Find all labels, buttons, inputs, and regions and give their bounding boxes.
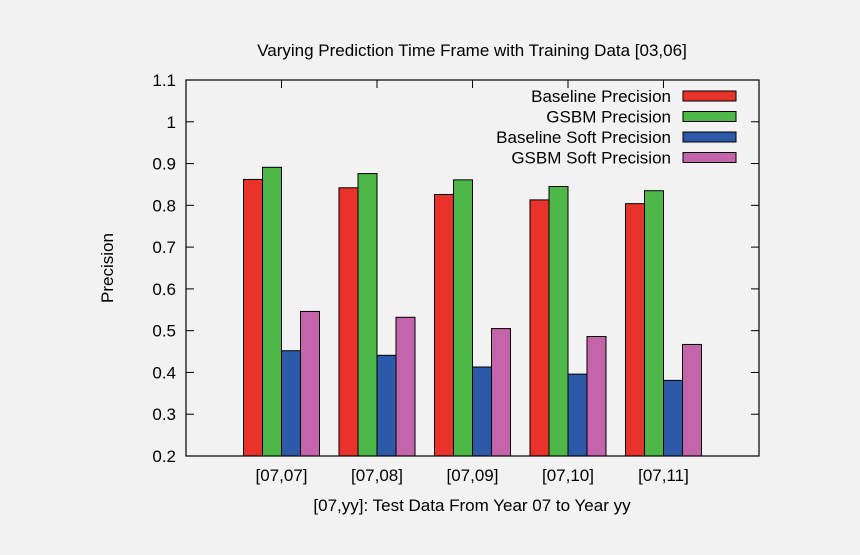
axis-ticks: 0.2 0.3 0.4 0.5 0.6 0.7 0.8 0.9 1 1.1 [07,07] [07,0… <box>152 71 759 485</box>
bar <box>300 310 320 457</box>
y-tick-label: 0.2 <box>152 447 176 466</box>
y-tick-label: 0.9 <box>152 155 176 174</box>
bar <box>395 316 416 457</box>
x-tick-label: [07,07] <box>256 466 308 485</box>
legend: Baseline Precision GSBM PrecisionBaseline… <box>496 87 737 168</box>
y-tick-label: 0.3 <box>152 405 176 424</box>
bar <box>338 187 359 457</box>
bar <box>453 179 473 457</box>
bar <box>529 199 550 457</box>
y-tick-label: 0.5 <box>152 322 176 341</box>
bar <box>376 354 397 457</box>
legend-label: Baseline Soft Precision <box>496 128 671 147</box>
y-tick-label: 1.1 <box>152 71 176 90</box>
bars <box>243 166 702 457</box>
x-axis-label: [07,yy]: Test Data From Year 07 to Year … <box>313 496 631 515</box>
bar <box>357 173 378 457</box>
bar <box>262 166 282 457</box>
bar <box>472 366 492 457</box>
bar <box>663 379 683 457</box>
bar <box>586 336 607 457</box>
legend-swatch <box>682 152 737 163</box>
x-tick-label: [07,08] <box>351 466 403 485</box>
chart-title: Varying Prediction Time Frame with Train… <box>257 41 687 60</box>
bar <box>567 373 588 457</box>
bar <box>434 193 454 457</box>
y-tick-label: 0.4 <box>152 363 176 382</box>
x-tick-label: [07,10] <box>542 466 594 485</box>
y-tick-label: 1 <box>167 113 176 132</box>
legend-swatch <box>682 111 737 122</box>
y-tick-label: 0.8 <box>152 196 176 215</box>
legend-label: GSBM Precision <box>546 108 671 127</box>
y-tick-label: 0.7 <box>152 238 176 257</box>
legend-label: GSBM Soft Precision <box>511 149 671 168</box>
bar <box>682 343 702 457</box>
legend-swatch <box>682 90 737 102</box>
y-tick-label: 0.6 <box>152 280 176 299</box>
bar <box>625 203 645 457</box>
bar <box>548 186 569 457</box>
legend-swatch <box>682 131 737 143</box>
bar <box>243 178 263 457</box>
x-tick-label: [07,09] <box>447 466 499 485</box>
bar <box>491 328 511 457</box>
plot-frame <box>185 79 760 457</box>
bar <box>644 190 664 457</box>
x-tick-label: [07,11] <box>638 466 689 485</box>
legend-label: Baseline Precision <box>531 87 671 106</box>
bar <box>281 350 301 457</box>
y-axis-label: Precision <box>98 233 117 303</box>
